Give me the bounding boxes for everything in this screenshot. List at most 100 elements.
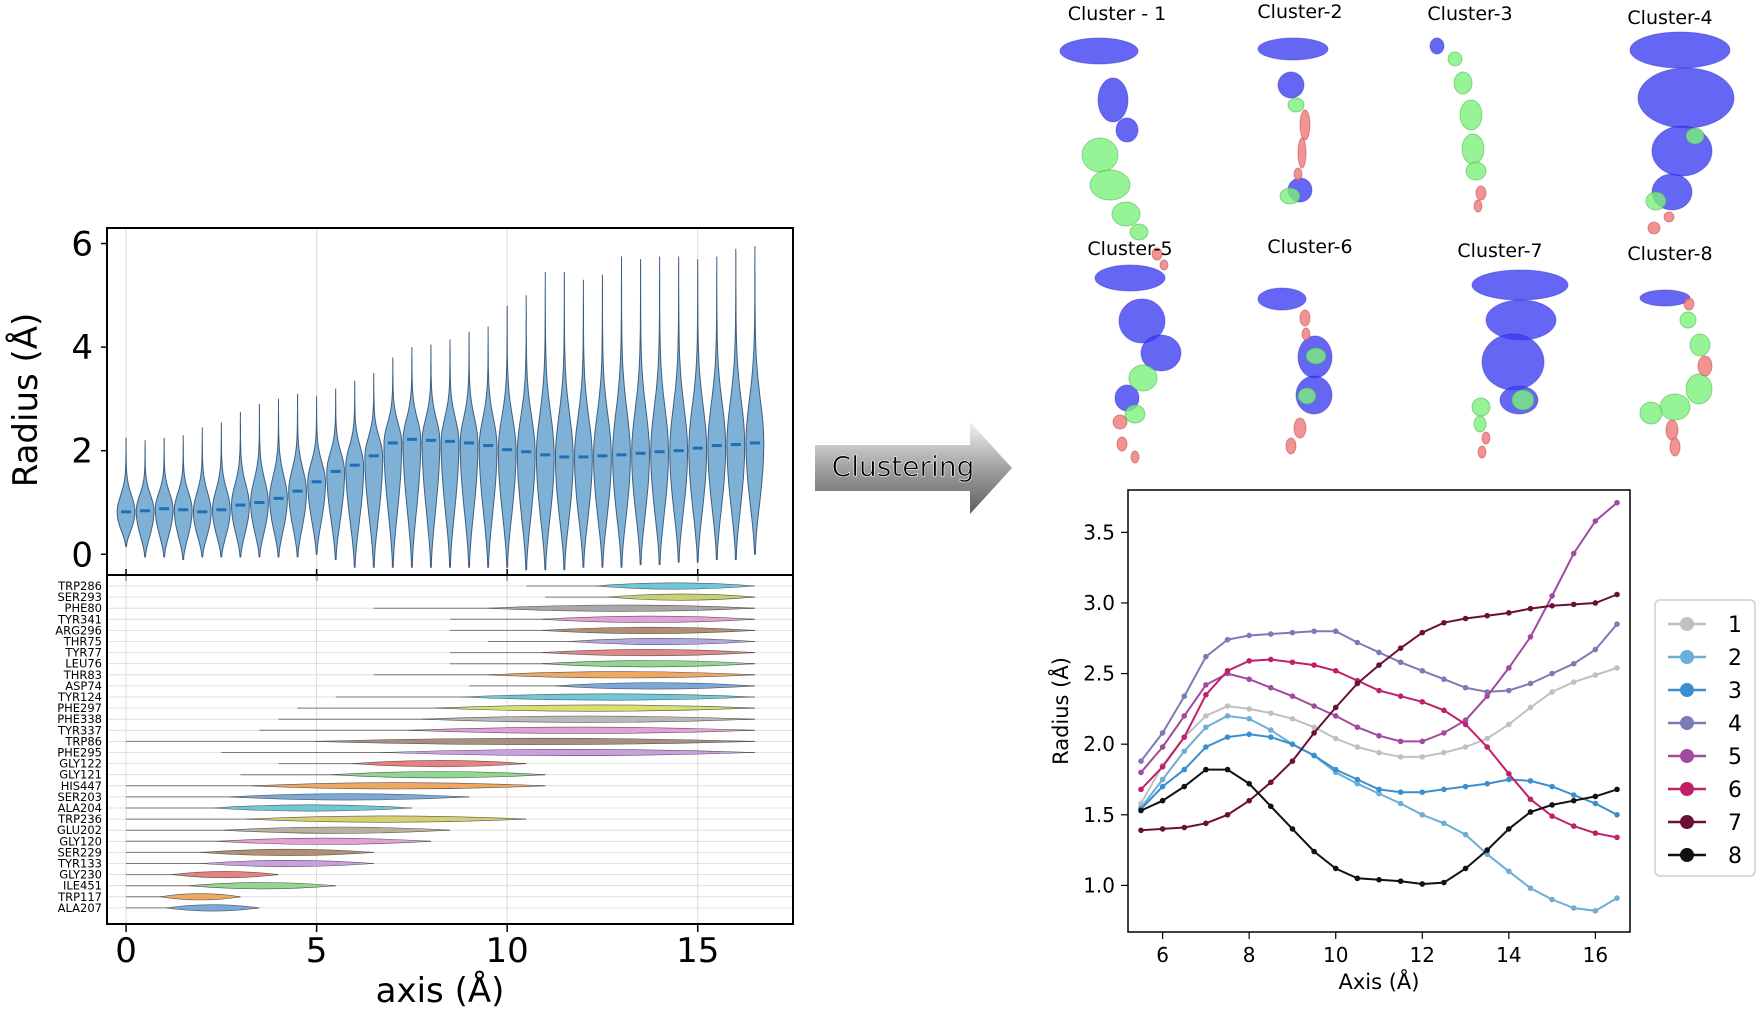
tunnel-red-segment — [1112, 414, 1128, 430]
series-point — [1181, 734, 1188, 740]
residue-violin — [421, 715, 755, 723]
tunnel-green-segment — [1129, 223, 1149, 241]
residue-violin — [251, 782, 546, 790]
series-point — [1268, 656, 1274, 663]
tunnel-render-4 — [1629, 31, 1735, 235]
series-point — [1246, 676, 1252, 683]
residue-violin-chart: TRP286SER293PHE80TYR341ARG296THR75TYR77L… — [55, 574, 794, 1011]
tunnel-blue-segment — [1094, 264, 1166, 292]
series-point — [1203, 682, 1209, 688]
line-series — [1138, 499, 1620, 914]
series-point — [1506, 826, 1512, 832]
tunnel-green-segment — [1297, 387, 1317, 405]
series-point — [1268, 734, 1274, 740]
violin-body — [326, 388, 346, 560]
series-point — [1441, 707, 1447, 714]
residue-label: TRP236 — [57, 812, 102, 826]
tunnel-green-segment — [1639, 401, 1663, 425]
series-point — [1462, 615, 1469, 622]
residue-label: ARG296 — [55, 623, 102, 637]
series-point — [1224, 667, 1231, 674]
violin-body — [212, 422, 231, 558]
legend-swatch-marker — [1680, 716, 1694, 730]
tunnel-blue-segment — [1277, 71, 1305, 99]
cluster-radius-line-chart: 6 8 10 12 14 161.01.52.02.53.03.5 Radius (Å) … — [1047, 489, 1756, 994]
series-point — [1484, 744, 1490, 750]
residue-violin — [352, 760, 527, 768]
tunnel-blue-segment — [1629, 31, 1731, 69]
residue-x-tick-label: 5 — [306, 931, 328, 971]
tunnel-cluster-images: Cluster - 1 Cluster-2 Cluster-3 Cluster-4 Cl… — [1059, 1, 1735, 464]
violin-body — [669, 256, 689, 563]
series-point — [1484, 693, 1490, 699]
series-point — [1419, 629, 1426, 636]
series-point — [1376, 790, 1382, 797]
series-point — [1397, 800, 1404, 807]
tunnel-red-segment — [1669, 437, 1681, 457]
violin-body — [459, 331, 479, 568]
tunnel-red-segment — [1297, 137, 1307, 169]
tunnel-red-segment — [1683, 297, 1695, 311]
series-point — [1224, 703, 1231, 709]
tunnel-red-segment — [1481, 431, 1491, 445]
series-point — [1506, 665, 1512, 671]
tunnel-render-7 — [1471, 269, 1569, 459]
tunnel-green-segment — [1685, 373, 1713, 405]
cluster-title: Cluster - 1 — [1068, 3, 1166, 25]
violin-body — [383, 357, 403, 568]
residue-violin — [608, 593, 755, 601]
residue-violin — [331, 771, 546, 779]
line-x-tick-label: 8 — [1243, 943, 1256, 967]
series-point — [1203, 713, 1209, 719]
series-point — [1332, 735, 1339, 742]
series-point — [1203, 653, 1209, 660]
line-y-tick-label: 2.5 — [1083, 662, 1115, 686]
series-point — [1311, 724, 1317, 731]
residue-label: SER203 — [57, 790, 102, 804]
series-4 — [1138, 621, 1620, 764]
series-point — [1614, 811, 1620, 818]
residue-label: TYR77 — [64, 646, 102, 660]
series-point — [1592, 793, 1599, 800]
residue-label: PHE297 — [57, 701, 102, 715]
tunnel-red-segment — [1299, 109, 1311, 141]
series-point — [1484, 780, 1490, 787]
violin-body — [288, 393, 308, 558]
series-point — [1203, 820, 1209, 827]
tunnel-red-segment — [1473, 199, 1483, 213]
series-point — [1203, 691, 1209, 698]
violin-y-tick-label: 0 — [71, 535, 93, 575]
series-point — [1592, 646, 1599, 653]
tunnel-blue-segment — [1257, 37, 1329, 61]
residue-label: THR83 — [63, 668, 102, 682]
legend-label: 7 — [1728, 811, 1742, 836]
residue-label: SER229 — [57, 845, 102, 859]
residue-label: ASP74 — [65, 679, 102, 693]
line-y-tick-label: 1.5 — [1083, 803, 1115, 827]
series-point — [1289, 741, 1296, 747]
tunnel-green-segment — [1679, 311, 1697, 329]
line-x-tick-label: 12 — [1410, 943, 1435, 967]
cluster-title: Cluster-4 — [1627, 7, 1712, 29]
residue-violin — [434, 704, 755, 712]
series-point — [1246, 715, 1252, 722]
series-point — [1614, 499, 1620, 506]
series-point — [1311, 848, 1317, 855]
series-8 — [1138, 766, 1620, 887]
residue-violin — [488, 671, 755, 679]
series-point — [1159, 776, 1166, 783]
series-point — [1332, 667, 1339, 674]
residue-label: PHE338 — [57, 712, 102, 726]
series-point — [1441, 676, 1447, 683]
series-point — [1462, 783, 1469, 790]
series-point — [1419, 754, 1426, 760]
tunnel-render-3 — [1429, 37, 1487, 213]
series-point — [1289, 659, 1296, 666]
series-point — [1354, 680, 1361, 687]
violin-body — [745, 246, 765, 555]
series-point — [1397, 878, 1404, 884]
series-point — [1376, 749, 1382, 756]
residue-label: PHE295 — [57, 746, 102, 760]
violin-body — [192, 427, 212, 558]
series-point — [1549, 783, 1555, 790]
